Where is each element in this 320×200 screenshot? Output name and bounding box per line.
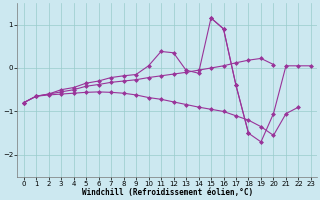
X-axis label: Windchill (Refroidissement éolien,°C): Windchill (Refroidissement éolien,°C): [82, 188, 253, 197]
